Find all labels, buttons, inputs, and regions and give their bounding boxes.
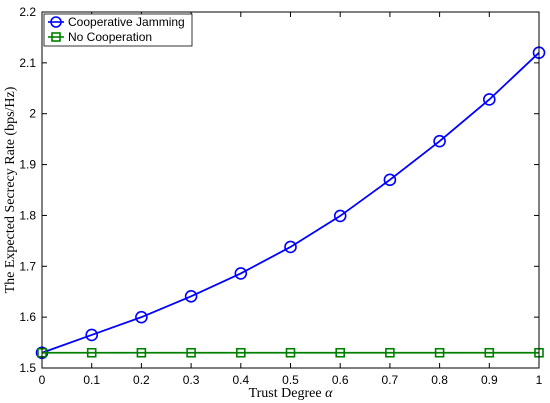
point-cooperative-jamming bbox=[383, 173, 397, 187]
y-tick-label: 1.9 bbox=[19, 158, 36, 172]
point-cooperative-jamming bbox=[284, 240, 297, 254]
x-axis-label: Trust Degree α bbox=[249, 386, 333, 401]
point-cooperative-jamming bbox=[433, 134, 446, 148]
legend-box bbox=[43, 13, 193, 47]
y-tick-label: 1.5 bbox=[19, 361, 36, 375]
x-tick-label: 0.4 bbox=[232, 373, 249, 387]
x-axis-label-symbol: α bbox=[325, 386, 333, 401]
x-tick-label: 1 bbox=[536, 373, 543, 387]
legend-marker-cooperative-jamming bbox=[50, 16, 62, 28]
x-tick-label: 0.8 bbox=[431, 373, 448, 387]
point-cooperative-jamming bbox=[85, 328, 98, 342]
y-tick-label: 2.1 bbox=[19, 56, 36, 70]
y-tick-label: 2.2 bbox=[19, 5, 36, 19]
y-axis-label: The Expected Secrecy Rate (bps/Hz) bbox=[3, 86, 18, 293]
y-tick-label: 2 bbox=[29, 107, 36, 121]
point-no-cooperation bbox=[86, 347, 97, 358]
point-no-cooperation bbox=[136, 347, 147, 358]
point-no-cooperation bbox=[335, 347, 346, 358]
ticks-layer: 0 0.1 0.2 0.3 0.4 0.5 0.6 0.7 0.8 0.9 1 1.5 1.6 1.7 1.… bbox=[19, 5, 542, 387]
point-no-cooperation bbox=[385, 347, 395, 358]
point-cooperative-jamming bbox=[234, 267, 248, 280]
point-cooperative-jamming bbox=[482, 93, 496, 106]
y-tick-label: 1.6 bbox=[19, 310, 36, 324]
x-tick-label: 0.9 bbox=[481, 373, 498, 387]
point-no-cooperation bbox=[186, 347, 196, 358]
series-layer bbox=[35, 46, 546, 360]
point-cooperative-jamming bbox=[333, 209, 347, 223]
series-line-cooperative-jamming bbox=[41, 52, 540, 354]
legend: Cooperative Jamming No Cooperation bbox=[43, 13, 193, 47]
point-no-cooperation bbox=[285, 347, 296, 358]
x-axis-label-text: Trust Degree bbox=[249, 386, 322, 401]
legend-marker-no-cooperation bbox=[51, 32, 61, 42]
point-no-cooperation bbox=[484, 347, 495, 358]
legend-label-no-cooperation: No Cooperation bbox=[68, 30, 152, 44]
plot-area bbox=[42, 12, 539, 368]
x-tick-label: 0.6 bbox=[332, 373, 349, 387]
x-tick-label: 0.7 bbox=[382, 373, 399, 387]
legend-label-cooperative-jamming: Cooperative Jamming bbox=[68, 15, 185, 29]
x-tick-label: 0 bbox=[39, 373, 46, 387]
x-tick-label: 0.2 bbox=[133, 373, 150, 387]
x-tick-label: 0.5 bbox=[282, 373, 299, 387]
y-tick-label: 1.8 bbox=[19, 208, 36, 222]
x-tick-label: 0.3 bbox=[183, 373, 200, 387]
point-no-cooperation bbox=[434, 347, 445, 358]
point-cooperative-jamming bbox=[135, 310, 148, 324]
x-tick-label: 0.1 bbox=[83, 373, 100, 387]
point-cooperative-jamming bbox=[184, 289, 198, 303]
y-tick-label: 1.7 bbox=[19, 259, 36, 273]
point-no-cooperation bbox=[236, 347, 246, 358]
